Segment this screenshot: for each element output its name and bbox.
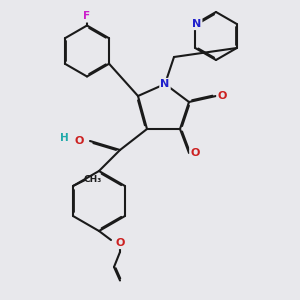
Text: O: O [190, 148, 200, 158]
Text: H: H [60, 133, 69, 143]
Text: O: O [115, 238, 125, 248]
Text: N: N [160, 79, 169, 89]
Text: F: F [83, 11, 91, 22]
Text: CH₃: CH₃ [83, 176, 102, 184]
Text: O: O [217, 91, 227, 101]
Text: N: N [192, 19, 201, 29]
Text: O: O [75, 136, 84, 146]
